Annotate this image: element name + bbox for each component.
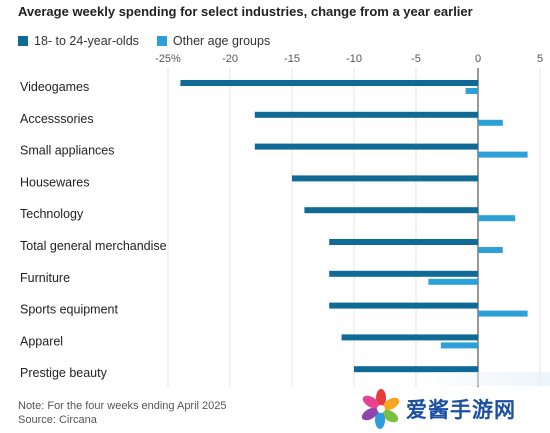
legend-swatch-young	[18, 36, 28, 46]
bar-other	[478, 119, 503, 126]
source-note: Source: Circana	[18, 414, 97, 426]
bar-young	[341, 334, 478, 341]
bar-young	[180, 80, 478, 86]
bar-young	[254, 143, 478, 150]
x-tick-label: 0	[475, 53, 481, 65]
bar-young	[329, 302, 478, 309]
x-tick-label: -10	[346, 53, 362, 65]
legend-swatch-other	[156, 36, 167, 46]
bar-other	[428, 278, 478, 285]
legend-item-other: Other age groups	[156, 34, 271, 48]
watermark-text: 爱酱手游网	[406, 399, 516, 422]
bar-young	[329, 239, 478, 245]
chart-title: Average weekly spending for select indus…	[18, 4, 473, 19]
bar-other	[478, 151, 528, 158]
category-label: Housewares	[20, 175, 89, 189]
watermark-logo: 爱酱手游网	[360, 388, 516, 430]
category-label: Technology	[20, 207, 84, 221]
bar-chart: -25% -20 -15 -10 -5 0 5 Videogames Accesssories S…	[20, 53, 543, 387]
category-label: Furniture	[20, 271, 70, 285]
category-label: Accesssories	[20, 112, 94, 126]
bar-other	[478, 310, 528, 317]
x-tick-label: -5	[411, 53, 421, 65]
bar-other	[478, 247, 503, 253]
bar-young	[304, 207, 478, 214]
bar-young	[329, 270, 478, 277]
category-label: Videogames	[20, 80, 89, 94]
category-label: Apparel	[20, 334, 63, 348]
bar-other	[465, 88, 478, 94]
legend-item-young: 18- to 24-year-olds	[18, 34, 139, 48]
bar-young	[354, 366, 478, 373]
bar-other	[478, 215, 516, 222]
bar-young	[292, 175, 478, 182]
pinwheel-logo-icon	[361, 389, 400, 429]
category-label: Total general merchandise	[20, 239, 167, 253]
category-label: Prestige beauty	[20, 366, 108, 380]
legend: 18- to 24-year-olds Other age groups	[18, 34, 288, 48]
x-tick-label: -25%	[155, 53, 181, 65]
footnote: Note: For the four weeks ending April 20…	[18, 400, 227, 412]
legend-label-other: Other age groups	[172, 34, 271, 48]
x-tick-label: -20	[222, 53, 238, 65]
x-tick-label: 5	[537, 53, 543, 65]
category-label: Small appliances	[20, 144, 115, 158]
watermark-fade	[430, 372, 550, 386]
bar-other	[440, 342, 478, 349]
x-tick-label: -15	[284, 53, 300, 65]
category-label: Sports equipment	[20, 303, 119, 317]
legend-label-young: 18- to 24-year-olds	[34, 34, 139, 48]
bar-young	[254, 111, 478, 118]
